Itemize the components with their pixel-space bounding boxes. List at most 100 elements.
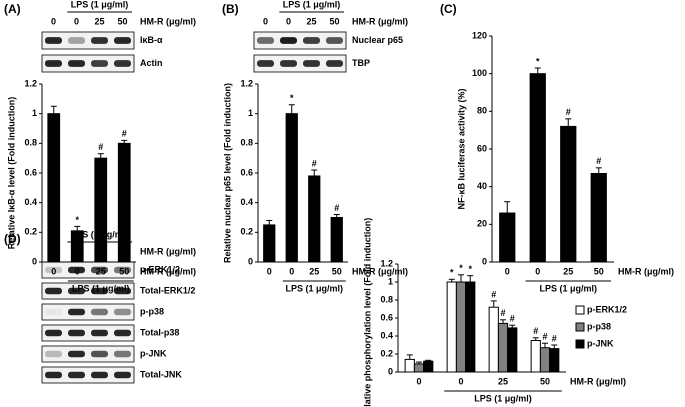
blot-band [91,329,108,337]
blot-band [114,266,131,274]
panel-label: (D) [4,232,21,246]
blot-row-label: Nuclear p65 [352,35,403,45]
bar [446,281,457,373]
blot-frame [41,366,135,384]
blot-row-label: p-p38 [140,306,164,316]
bar [117,142,131,263]
group-label: LPS (1 μg/ml) [71,0,129,9]
significance-mark: # [491,289,496,299]
y-tick-label: 0.2 [380,348,393,358]
bar [455,281,467,373]
bar [539,347,551,373]
blot-band [68,60,85,67]
y-tick-label: 0 [482,256,487,266]
blot-band [45,287,62,295]
lane-label: 0 [286,16,291,26]
x-tick-label: 0 [289,266,294,276]
blot-band [45,350,62,358]
significance-mark: * [75,215,79,225]
y-tick-label: 0.6 [24,167,37,177]
significance-mark: # [596,156,601,166]
blot-band [91,350,108,358]
blot-row-label: Total-JNK [140,369,182,379]
significance-mark: # [566,107,571,117]
legend-swatch [575,339,585,349]
significance-mark: # [500,308,505,318]
bar [590,172,607,263]
y-tick-label: 120 [472,30,487,40]
blot-band [91,266,108,274]
blot-band [91,60,108,67]
significance-mark: # [552,333,557,343]
legend-swatch [575,322,585,332]
x-tick-label: 25 [96,266,106,276]
blot-band [68,329,85,337]
y-tick-label: 0.4 [240,197,253,207]
bar [404,358,415,373]
bar [308,175,321,263]
significance-mark: # [542,332,547,342]
blot-row-label: Total-ERK1/2 [140,285,195,295]
lane-label: 50 [329,16,339,26]
x-tick-label: 0 [505,266,510,276]
y-tick-label: 0 [388,366,393,376]
significance-mark: # [533,326,538,336]
blot-band [68,350,85,358]
blot-band [326,60,343,67]
group-label: LPS (1 μg/ml) [283,0,341,9]
blot-band [68,287,85,295]
bar [507,327,518,373]
blot-frame [41,345,135,363]
lane-label: 25 [94,16,104,26]
y-tick-label: 0 [248,256,253,266]
bar [560,125,577,263]
bar [529,73,546,263]
blot-band [114,329,131,337]
significance-mark: * [468,264,472,274]
y-tick-label: 1 [388,276,393,286]
blot-frame [41,303,135,321]
blot-band [114,60,131,67]
blot-row-label: Actin [140,58,163,68]
bar [263,224,276,263]
lane-label: 50 [117,16,127,26]
y-tick-label: 0.2 [240,227,253,237]
y-tick-label: 0.8 [240,138,253,148]
blot-row-label: p-ERK1/2 [140,264,180,274]
lane-axis-label: HM-R (μg/ml) [140,246,196,256]
x-tick-label: 50 [332,266,342,276]
blot-band [257,37,274,44]
x-tick-label: 0 [267,266,272,276]
group-label: LPS (1 μg/ml) [539,283,597,293]
blot-band [114,287,131,295]
blot-row-label: Total-p38 [140,327,179,337]
x-tick-label: 50 [540,376,550,386]
y-tick-label: 20 [477,219,487,229]
y-tick-label: 100 [472,68,487,78]
bar [423,360,434,373]
blot-band [91,287,108,295]
blot-frame [41,54,135,73]
y-tick-label: 40 [477,181,487,191]
bar [47,113,61,263]
blot-frame [41,324,135,342]
blot-row-label: TBP [352,58,370,68]
legend-label: p-JNK [587,338,614,348]
x-tick-label: 0 [51,266,56,276]
x-tick-label: 0 [75,266,80,276]
bar [499,212,516,263]
significance-mark: # [98,142,103,152]
blot-band [91,37,108,44]
y-tick-label: 0.6 [380,312,393,322]
bar [549,348,560,373]
blot-band [257,60,274,67]
bar [413,363,425,373]
significance-mark: * [290,93,294,103]
significance-mark: # [510,314,515,324]
blot-row-label: IκB-α [140,35,163,45]
blot-band [68,308,85,316]
blot-frame [41,282,135,300]
blot-band [114,37,131,44]
y-tick-label: 1 [248,108,253,118]
x-axis-title: HM-R (μg/ml) [352,266,408,276]
